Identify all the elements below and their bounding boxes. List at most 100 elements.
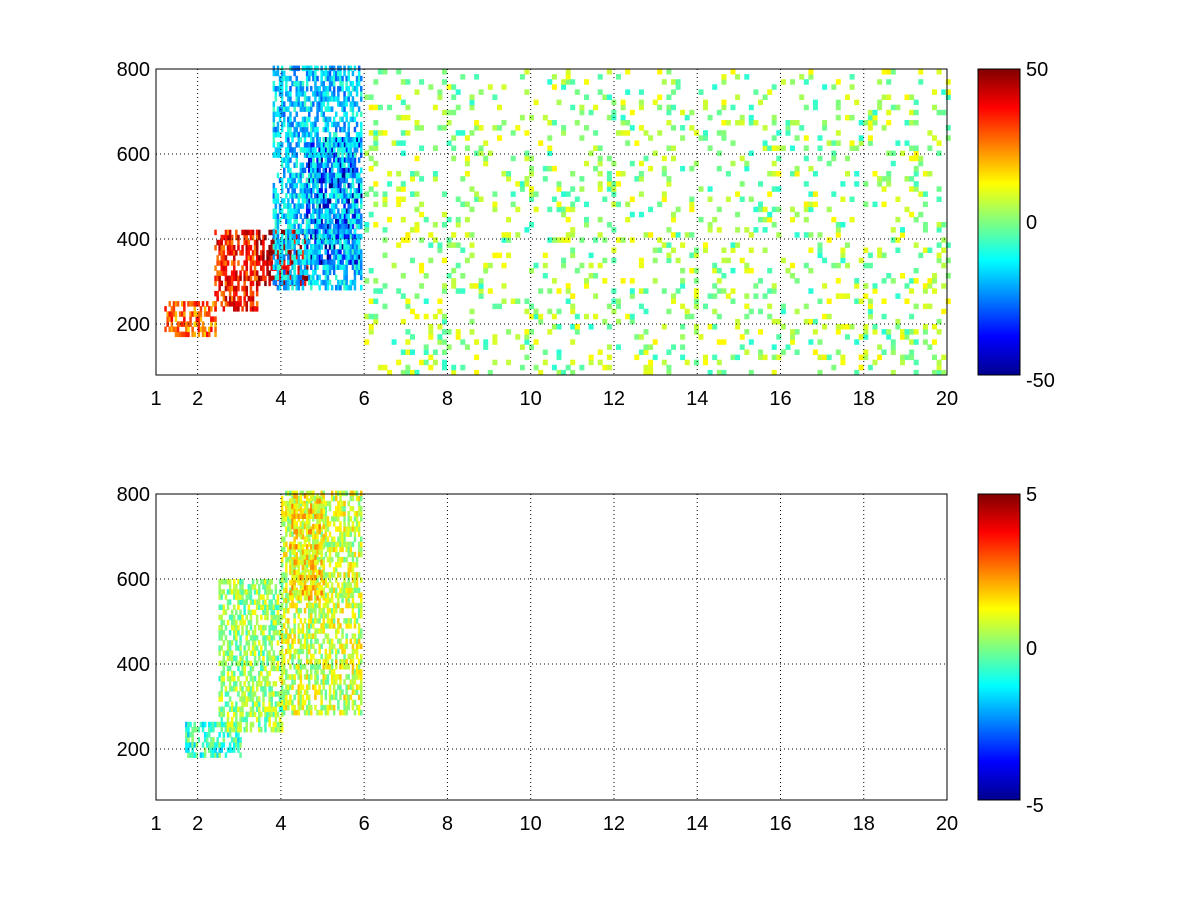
heatmap-cell <box>442 339 447 345</box>
heatmap-cell <box>166 311 169 317</box>
heatmap-cell <box>289 96 292 102</box>
heatmap-cell <box>258 260 261 266</box>
heatmap-cell <box>326 546 330 553</box>
heatmap-cell <box>224 255 228 261</box>
heatmap-cell <box>625 130 631 136</box>
heatmap-cell <box>305 233 309 240</box>
heatmap-cell <box>812 171 818 177</box>
heatmap-cell <box>360 269 363 276</box>
heatmap-cell <box>337 556 340 563</box>
heatmap-cell <box>753 206 759 213</box>
heatmap-cell <box>239 614 242 621</box>
heatmap-cell <box>492 125 498 131</box>
heatmap-cell <box>239 681 242 687</box>
heatmap-cell <box>716 206 722 213</box>
heatmap-cell <box>280 505 284 512</box>
heatmap-cell <box>351 137 355 143</box>
heatmap-cell <box>339 511 342 517</box>
heatmap-cell <box>299 162 303 168</box>
heatmap-cell <box>220 579 223 585</box>
heatmap-cell <box>274 233 278 240</box>
heatmap-cell <box>299 269 303 276</box>
heatmap-cell <box>335 505 338 512</box>
heatmap-cell <box>291 699 294 706</box>
heatmap-cell <box>343 618 346 624</box>
heatmap-cell <box>276 711 280 718</box>
heatmap-cell <box>280 711 284 718</box>
heatmap-cell <box>437 324 443 330</box>
heatmap-cell <box>735 318 741 325</box>
heatmap-cell <box>922 201 928 208</box>
heatmap-cell <box>230 275 234 282</box>
heatmap-cell <box>360 274 363 281</box>
heatmap-cell <box>840 359 846 366</box>
heatmap-cell <box>529 303 534 310</box>
heatmap-cell <box>343 694 346 701</box>
heatmap-cell <box>287 284 290 291</box>
heatmap-cell <box>245 255 248 261</box>
heatmap-cell <box>351 152 355 158</box>
heatmap-cell <box>347 91 350 97</box>
heatmap-cell <box>419 359 425 366</box>
heatmap-cell <box>278 86 282 92</box>
heatmap-cell <box>247 640 251 646</box>
heatmap-cell <box>464 155 470 162</box>
heatmap-cell <box>287 96 290 102</box>
heatmap-cell <box>932 278 937 284</box>
heatmap-cell <box>228 747 232 753</box>
heatmap-cell <box>249 670 253 677</box>
heatmap-cell <box>268 270 271 276</box>
heatmap-cell <box>276 609 280 616</box>
heatmap-cell <box>237 280 240 287</box>
heatmap-cell <box>318 203 321 209</box>
heatmap-cell <box>299 147 303 153</box>
heatmap-cell <box>803 216 809 223</box>
heatmap-cell <box>293 218 296 225</box>
heatmap-cell <box>351 562 355 568</box>
heatmap-cell <box>264 675 267 682</box>
heatmap-cell <box>241 589 244 595</box>
heatmap-cell <box>237 747 240 753</box>
heatmap-cell <box>318 284 321 291</box>
heatmap-cell <box>332 249 336 255</box>
heatmap-cell <box>276 701 280 707</box>
heatmap-cell <box>305 669 309 675</box>
heatmap-cell <box>335 694 338 701</box>
heatmap-cell <box>343 254 346 260</box>
heatmap-cell <box>258 589 261 595</box>
heatmap-cell <box>293 193 296 199</box>
heatmap-cell <box>272 80 276 87</box>
heatmap-cell <box>295 259 298 265</box>
heatmap-cell <box>355 239 359 245</box>
heatmap-cell <box>328 86 332 92</box>
heatmap-cell <box>291 284 294 291</box>
heatmap-cell <box>355 653 359 660</box>
heatmap-cell <box>251 691 255 697</box>
heatmap-cell <box>620 130 626 136</box>
heatmap-cell <box>237 624 240 631</box>
heatmap-cell <box>280 592 284 599</box>
heatmap-cell <box>291 137 294 143</box>
heatmap-cell <box>339 684 342 690</box>
heatmap-cell <box>233 295 236 302</box>
heatmap-cell <box>776 186 782 192</box>
heatmap-cell <box>345 284 348 291</box>
heatmap-cell <box>347 567 350 573</box>
heatmap-cell <box>337 96 340 102</box>
heatmap-cell <box>314 607 317 614</box>
heatmap-cell <box>305 223 309 230</box>
heatmap-cell <box>251 686 255 692</box>
heatmap-cell <box>283 239 286 245</box>
heatmap-cell <box>255 280 259 287</box>
heatmap-cell <box>597 155 603 162</box>
heatmap-cell <box>253 239 257 246</box>
heatmap-cell <box>299 245 303 251</box>
heatmap-cell <box>328 505 332 512</box>
heatmap-cell <box>648 364 654 371</box>
heatmap-cell <box>189 732 192 738</box>
heatmap-cell <box>515 298 521 304</box>
heatmap-cell <box>303 167 307 174</box>
heatmap-cell <box>280 75 284 82</box>
heatmap-cell <box>335 658 338 665</box>
